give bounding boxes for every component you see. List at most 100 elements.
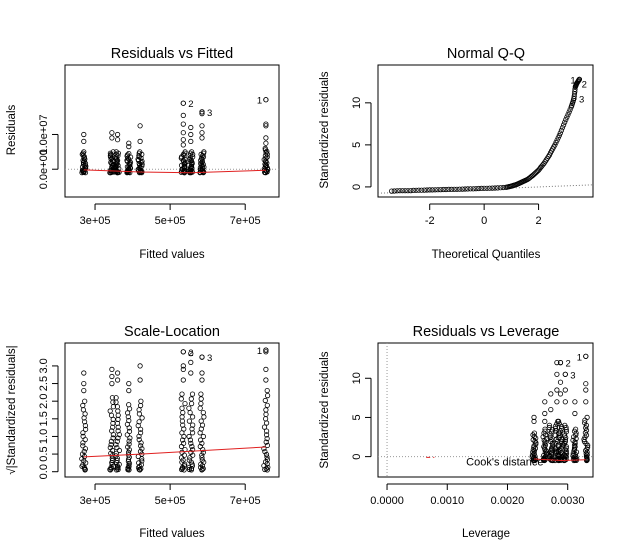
y-tick-label: 2.5 — [38, 376, 50, 391]
data-point — [199, 440, 205, 446]
point-id-label: 1 — [570, 75, 575, 86]
data-point — [79, 151, 85, 157]
outlier-point — [554, 371, 560, 377]
qq-point — [564, 114, 570, 120]
outlier-point — [126, 380, 132, 387]
data-point — [190, 414, 196, 420]
outlier-point — [562, 399, 568, 405]
data-point — [179, 168, 185, 174]
data-point — [264, 454, 270, 460]
outlier-point — [81, 131, 87, 138]
data-point — [108, 412, 115, 418]
qq-point — [484, 185, 490, 191]
data-point — [113, 399, 119, 405]
qq-point — [418, 187, 425, 193]
y-tick-label: 2.0 — [38, 394, 50, 409]
outlier-point — [126, 144, 132, 150]
panel1-ylabel: Residuals — [6, 105, 18, 156]
data-point — [180, 409, 186, 416]
data-point — [126, 402, 132, 408]
data-point — [263, 420, 270, 426]
outlier-point — [109, 373, 115, 380]
data-point — [562, 446, 568, 453]
data-point — [83, 166, 89, 172]
qq-point — [478, 185, 484, 191]
qq-point — [456, 186, 463, 192]
x-tick-label: 7e+05 — [230, 495, 261, 507]
outlier-point — [137, 138, 143, 144]
outlier-point — [263, 349, 269, 355]
data-point — [186, 418, 192, 424]
qq-point — [552, 142, 558, 148]
data-point — [200, 465, 206, 472]
data-point — [138, 430, 144, 436]
panel2-title: Normal Q-Q — [447, 46, 525, 62]
y-tick-label: 0.0 — [38, 464, 50, 479]
qq-point — [459, 186, 465, 192]
outlier-point — [583, 399, 589, 405]
qq-point — [470, 186, 476, 192]
data-point — [82, 422, 89, 429]
outlier-point — [180, 121, 186, 127]
qq-point — [421, 187, 427, 193]
outlier-point — [263, 140, 269, 146]
qq-point — [429, 187, 435, 193]
data-point — [138, 402, 144, 409]
data-point — [572, 426, 579, 432]
data-point — [127, 406, 133, 412]
data-point — [581, 420, 588, 426]
point-id-label: 2 — [188, 348, 193, 359]
data-point — [115, 428, 121, 434]
qq-point — [486, 185, 493, 191]
qq-point — [476, 185, 482, 192]
data-point — [200, 409, 206, 416]
data-point — [531, 448, 538, 454]
data-point — [531, 450, 537, 456]
outlier-point — [109, 130, 115, 136]
data-point — [107, 150, 114, 156]
outlier-point — [180, 377, 186, 383]
qq-point — [492, 185, 498, 191]
outlier-point — [542, 418, 548, 424]
data-point — [109, 461, 115, 467]
panel3-title: Scale-Location — [124, 324, 220, 340]
data-point — [107, 444, 113, 451]
data-point — [138, 398, 144, 404]
outlier-point — [81, 138, 87, 144]
y-tick-label: 5 — [351, 414, 363, 420]
outlier-point — [81, 387, 87, 394]
point-id-label: 2 — [188, 99, 193, 110]
data-point — [179, 405, 185, 411]
panel3-ylabel: √|Standardized residuals| — [5, 345, 18, 474]
data-point — [126, 428, 133, 434]
data-point — [113, 149, 119, 155]
outlier-point — [81, 370, 87, 376]
data-point — [178, 443, 185, 450]
panel4-title: Residuals vs Leverage — [413, 324, 560, 340]
data-point — [187, 409, 193, 416]
panel3-frame — [64, 342, 280, 478]
panel1-xlabel: Fitted values — [139, 249, 204, 261]
qq-point — [495, 185, 501, 191]
outlier-point — [188, 138, 194, 144]
data-point — [531, 433, 538, 440]
data-point — [584, 414, 590, 420]
data-point — [125, 465, 131, 471]
data-point — [180, 151, 186, 157]
data-point — [189, 400, 195, 407]
labeled-point — [263, 97, 269, 103]
labeled-point — [263, 347, 269, 353]
data-point — [189, 426, 195, 432]
data-point — [190, 430, 196, 436]
data-point — [264, 456, 270, 463]
data-point — [81, 448, 87, 455]
y-tick-label: 0 — [351, 454, 363, 460]
data-point — [197, 405, 203, 411]
data-point — [115, 424, 121, 430]
data-point — [135, 422, 141, 429]
data-point — [189, 391, 196, 397]
data-point — [113, 441, 119, 448]
qq-point — [399, 188, 406, 194]
outlier-point — [583, 381, 589, 387]
